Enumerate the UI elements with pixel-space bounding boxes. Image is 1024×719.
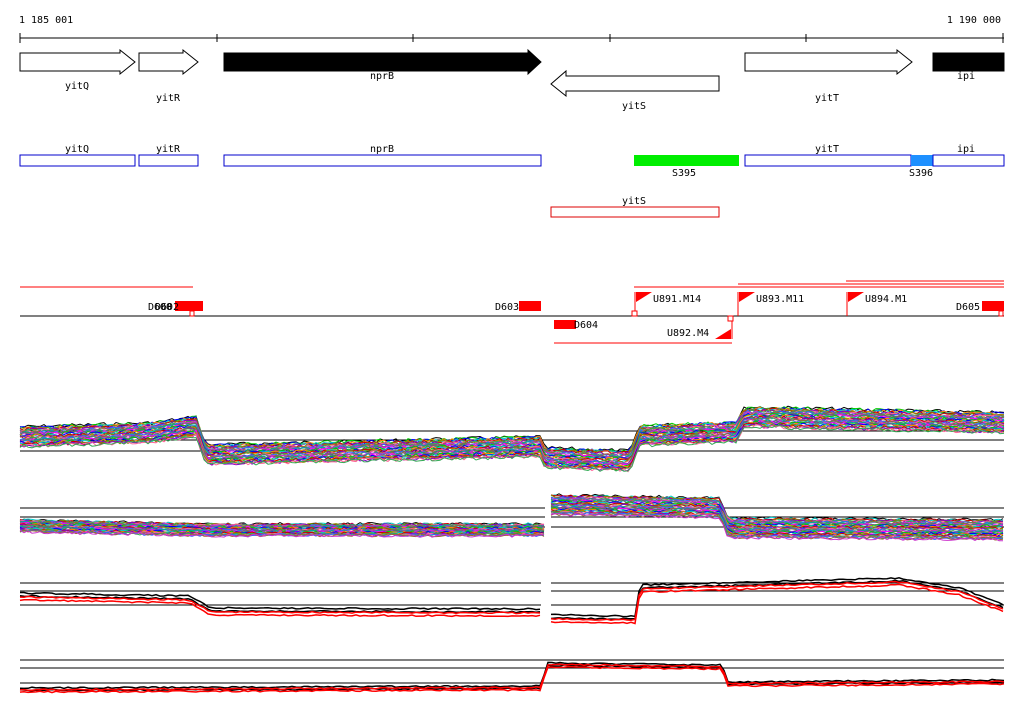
feature-marker — [727, 315, 734, 322]
panel2-series-line — [550, 509, 1004, 538]
segment-yitT[interactable] — [744, 154, 912, 167]
segment-label-S396: S396 — [909, 168, 933, 179]
feature-label-d604: D604 — [574, 320, 598, 331]
ruler-start-label: 1 185 001 — [19, 15, 73, 26]
panel2-series-line — [550, 512, 1003, 542]
feature-marker — [189, 310, 195, 317]
upshift-flag-u891[interactable] — [636, 292, 652, 302]
panel3-series-group — [19, 577, 1004, 625]
upshift-label-u892: U892.M4 — [667, 328, 709, 339]
feature-box-d603[interactable] — [519, 301, 541, 311]
segment-S395[interactable] — [634, 155, 739, 166]
gene-arrow-ipi[interactable] — [932, 52, 1005, 72]
panel1-series-line — [19, 423, 1005, 473]
upshift-label-u893: U893.M11 — [756, 294, 804, 305]
segment-yitR[interactable] — [138, 154, 199, 167]
segment-label-yitS: yitS — [622, 196, 646, 207]
upshift-label-u894: U894.M1 — [865, 294, 907, 305]
panel1-series-line — [19, 424, 1005, 472]
feature-track: D600 D602 D603 D604 D605 U891.M14 U893.M… — [20, 280, 1004, 344]
panel3-series-line — [550, 583, 1004, 625]
panel3-series-line — [19, 594, 541, 614]
panel3-series-line — [550, 579, 1004, 621]
panel4-series-line — [19, 664, 1005, 692]
panel3-series-line — [550, 580, 1004, 621]
panel4-series-line — [19, 663, 1005, 691]
feature-marker — [998, 310, 1004, 317]
panel1-series-line — [19, 416, 1005, 466]
panel2-series-line — [550, 509, 1004, 538]
feature-marker — [631, 310, 638, 317]
segment-label-nprB: nprB — [370, 144, 394, 155]
gene-label-nprB: nprB — [370, 71, 394, 82]
panel4-series-line — [19, 661, 1005, 690]
gene-label-yitS: yitS — [622, 101, 646, 112]
panel2-series-line — [19, 529, 545, 538]
segment-label-yitR: yitR — [156, 144, 181, 155]
panel2-series-line — [550, 496, 1004, 525]
panel2-series-line — [19, 529, 545, 538]
panel2-series-line — [550, 512, 1004, 541]
panel3-series-line — [19, 598, 541, 618]
segment-ipi[interactable] — [932, 154, 1005, 167]
segment-label-yitT: yitT — [815, 144, 839, 155]
feature-label-d605: D605 — [956, 302, 980, 313]
upshift-flag-u892[interactable] — [715, 329, 731, 339]
segment-label-ipi: ipi — [957, 144, 975, 155]
upshift-flag-u893[interactable] — [739, 292, 755, 302]
panel4-series-group — [19, 661, 1005, 694]
gene-label-yitR: yitR — [156, 93, 181, 104]
segment-label-S395: S395 — [672, 168, 696, 179]
ruler-end-label: 1 190 000 — [947, 15, 1001, 26]
gene-label-yitQ: yitQ — [65, 81, 89, 92]
feature-label-d600: D600 — [148, 302, 172, 313]
feature-box-d605[interactable] — [982, 301, 1004, 311]
gene-arrow-yitQ[interactable] — [19, 48, 136, 76]
upshift-label-u891: U891.M14 — [653, 294, 701, 305]
segment-track: yitQ yitR nprB S395 yitT S396 ipi yitS — [19, 144, 1005, 218]
gene-label-ipi: ipi — [957, 71, 975, 82]
panel1-series-line — [19, 407, 1005, 456]
gene-track: yitQ yitR nprB yitS yitT ipi — [19, 48, 1005, 112]
gene-arrow-yitR[interactable] — [138, 48, 199, 76]
panel4-series-line — [19, 665, 1005, 694]
gene-label-yitT: yitT — [815, 93, 839, 104]
feature-box-d600[interactable] — [175, 301, 203, 311]
gene-arrow-yitT[interactable] — [744, 48, 913, 76]
panel3-series-line — [20, 591, 541, 611]
panel1-series-line — [19, 410, 1005, 459]
panel1-series-group — [19, 405, 1005, 473]
feature-label-d603: D603 — [495, 302, 519, 313]
panel3-series-line — [19, 595, 541, 615]
segment-label-yitQ: yitQ — [65, 144, 89, 155]
feature-label-d602: D602 — [155, 302, 179, 313]
ruler: 1 185 001 1 190 000 — [19, 15, 1004, 43]
feature-box-d604[interactable] — [554, 320, 576, 329]
segment-yitS[interactable] — [550, 206, 720, 218]
upshift-flag-u894[interactable] — [848, 292, 864, 302]
segment-S396[interactable] — [911, 155, 933, 166]
segment-nprB[interactable] — [223, 154, 542, 167]
gene-arrow-nprB[interactable] — [223, 48, 542, 76]
panel1-series-line — [19, 423, 1005, 472]
panel3-series-line — [550, 577, 1004, 618]
panel2-series-group — [19, 493, 1004, 542]
segment-yitQ[interactable] — [19, 154, 136, 167]
gene-arrow-yitS[interactable] — [550, 69, 720, 98]
expression-panels — [19, 405, 1005, 694]
